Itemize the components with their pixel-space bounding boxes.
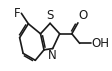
Text: OH: OH bbox=[91, 37, 109, 50]
Text: F: F bbox=[14, 7, 21, 20]
Text: O: O bbox=[78, 9, 87, 22]
Text: S: S bbox=[46, 9, 53, 22]
Text: N: N bbox=[48, 49, 57, 62]
